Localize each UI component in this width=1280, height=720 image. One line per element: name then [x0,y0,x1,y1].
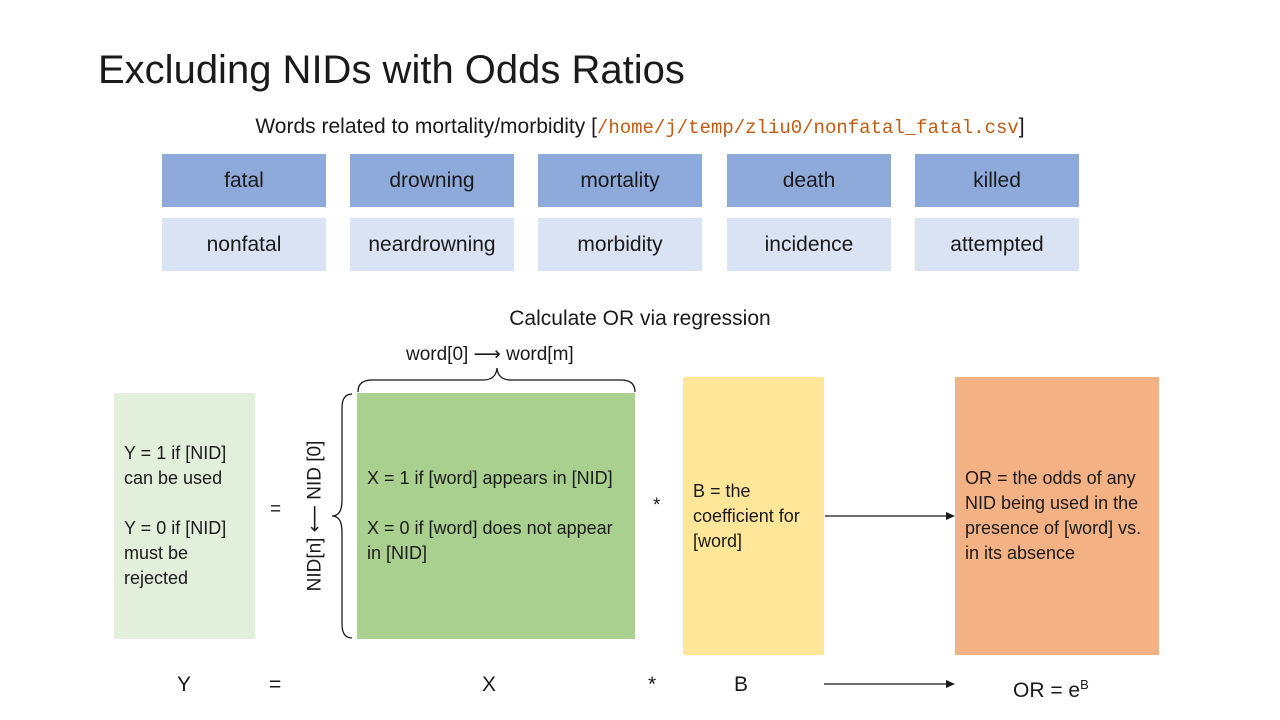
formula-y: Y [177,673,192,696]
or-definition-box: OR = the odds of any NID being used in t… [955,377,1159,655]
formula-times: * [648,673,657,696]
formula-or: OR = eB [1013,672,1089,704]
nonfatal-word-box: incidence [727,218,891,271]
b-definition-text: B = the coefficient for [word] [693,480,800,551]
formula-or-prefix: OR = e [1013,679,1081,702]
nonfatal-word-box: neardrowning [350,218,514,271]
formula-b: B [734,673,749,696]
equals-operator: = [270,499,282,520]
fatal-word-box: death [727,154,891,207]
y-equals-one-text: Y = 1 if [NID] can be used [124,443,227,488]
fatal-word-box: drowning [350,154,514,207]
caption-close-bracket: ] [1018,115,1025,138]
multiply-operator: * [653,495,661,516]
x-definition-box: X = 1 if [word] appears in [NID] X = 0 i… [357,393,635,639]
slide-title: Excluding NIDs with Odds Ratios [98,48,685,92]
x-equals-one-text: X = 1 if [word] appears in [NID] [367,468,613,488]
regression-label: Calculate OR via regression [509,307,771,330]
nonfatal-word-box: nonfatal [162,218,326,271]
b-to-or-arrowhead [946,512,955,520]
word-range-brace [357,367,636,393]
formula-arrowhead [946,680,955,688]
word-range-label: word[0] ⟶ word[m] [406,344,574,365]
caption-text: Words related to mortality/morbidity [ [255,115,597,138]
nonfatal-word-box: morbidity [538,218,702,271]
formula-x: X [482,673,497,696]
csv-file-path: /home/j/temp/zliu0/nonfatal_fatal.csv [596,117,1019,139]
y-equals-zero-text: Y = 0 if [NID] must be rejected [124,518,227,588]
formula-or-exponent: B [1080,677,1089,692]
fatal-word-box: mortality [538,154,702,207]
fatal-word-box: fatal [162,154,326,207]
or-definition-text: OR = the odds of any NID being used in t… [965,468,1142,563]
nid-range-brace [331,393,353,639]
x-equals-zero-text: X = 0 if [word] does not appear in [NID] [367,518,613,563]
nid-range-label: NID[n] ⟵ NID [0] [304,440,326,592]
nonfatal-word-box: attempted [915,218,1079,271]
b-definition-box: B = the coefficient for [word] [683,377,824,655]
y-definition-box: Y = 1 if [NID] can be used Y = 0 if [NID… [114,393,255,639]
fatal-word-box: killed [915,154,1079,207]
formula-equals: = [269,673,282,696]
word-list-caption: Words related to mortality/morbidity [/h… [0,113,1280,142]
